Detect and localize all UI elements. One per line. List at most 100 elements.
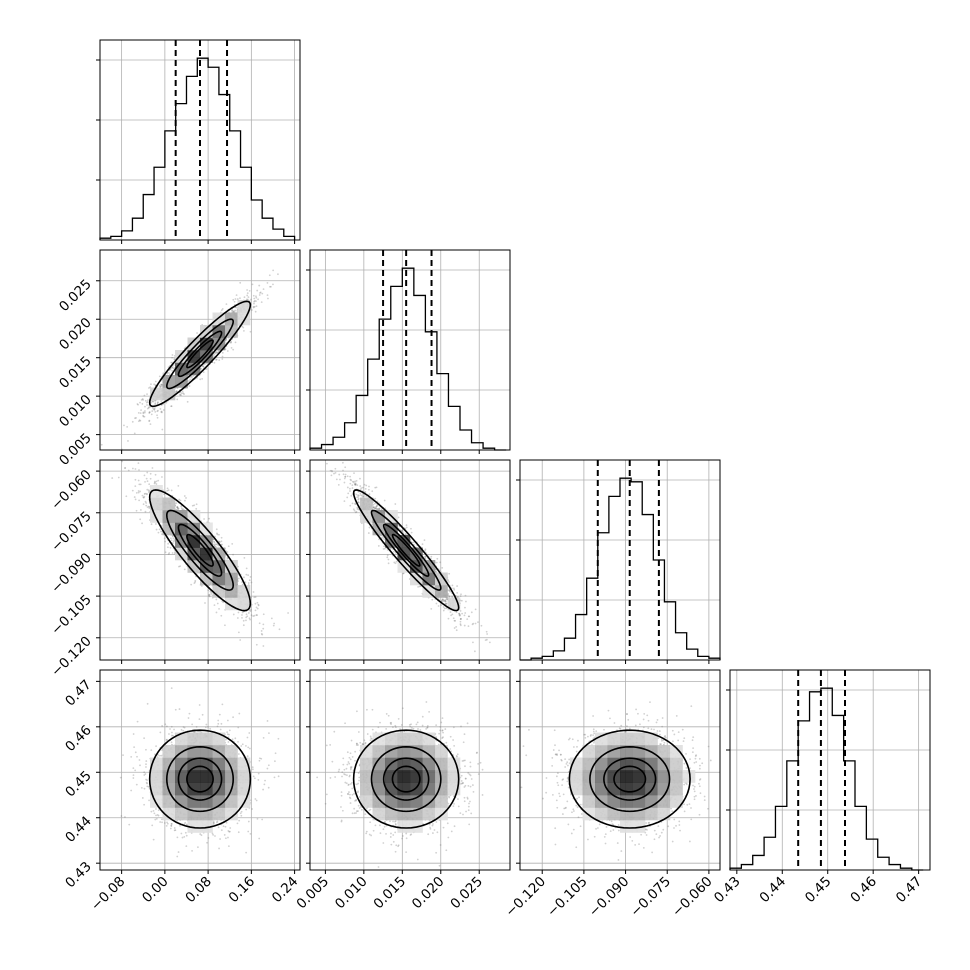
plot-area <box>111 460 289 647</box>
scatter-point <box>237 741 239 743</box>
scatter-point <box>678 824 681 826</box>
scatter-point <box>231 309 233 312</box>
axes-frame <box>519 459 721 661</box>
scatter-point <box>178 565 180 568</box>
scatter-point <box>215 821 218 824</box>
scatter-point <box>358 494 360 497</box>
scatter-point <box>219 728 222 731</box>
scatter-point <box>670 807 673 810</box>
scatter-point <box>375 505 378 508</box>
scatter-point <box>338 473 341 476</box>
scatter-point <box>247 612 250 614</box>
scatter-point <box>651 851 654 854</box>
scatter-point <box>212 823 215 826</box>
scatter-point <box>545 791 548 794</box>
density-cell <box>200 770 213 783</box>
scatter-point <box>241 325 244 328</box>
scatter-point <box>251 768 254 771</box>
scatter-point <box>260 301 263 304</box>
scatter-point <box>139 518 142 521</box>
scatter-point <box>474 608 477 611</box>
density-cell <box>225 745 238 758</box>
scatter-point <box>349 490 351 492</box>
density-cell <box>175 770 188 783</box>
scatter-point <box>227 545 230 548</box>
scatter-point <box>694 757 697 760</box>
scatter-point <box>143 771 146 774</box>
scatter-point <box>593 741 595 744</box>
scatter-point <box>124 466 127 469</box>
scatter-point <box>213 544 216 547</box>
scatter-point <box>158 384 161 387</box>
density-cell <box>237 597 251 611</box>
scatter-point <box>350 479 353 482</box>
scatter-point <box>143 803 146 806</box>
scatter-point <box>148 411 151 414</box>
scatter-point <box>361 486 364 489</box>
scatter-point <box>383 538 386 541</box>
scatter-point <box>153 383 156 386</box>
scatter-point <box>233 300 236 303</box>
scatter-point <box>442 606 445 608</box>
scatter-point <box>389 836 392 838</box>
scatter-point <box>181 836 184 839</box>
scatter-point <box>448 589 451 592</box>
histogram-panel: 0.43 0.44 0.45 0.46 0.47 <box>711 669 931 906</box>
scatter-point <box>374 824 377 827</box>
scatter-point <box>355 742 358 745</box>
scatter-point <box>660 831 663 834</box>
scatter-point <box>689 767 691 770</box>
scatter-point <box>464 606 466 609</box>
scatter-point <box>685 752 687 755</box>
scatter-point <box>245 573 248 576</box>
scatter-point <box>460 774 463 777</box>
scatter-point <box>653 728 655 731</box>
scatter-point <box>175 390 178 392</box>
scatter-point <box>256 614 258 617</box>
scatter-point <box>346 486 349 489</box>
scatter-point <box>134 478 137 481</box>
scatter-point <box>593 732 596 735</box>
scatter-point <box>400 724 403 726</box>
scatter-point <box>180 505 183 508</box>
scatter-point <box>727 786 729 788</box>
density-cell <box>620 732 633 746</box>
contour-line <box>148 300 252 408</box>
scatter-point <box>576 797 579 800</box>
scatter-point <box>595 827 597 830</box>
scatter-point <box>218 713 221 716</box>
scatter-point <box>360 808 363 811</box>
density-cell <box>595 757 608 771</box>
scatter-point <box>215 598 218 601</box>
scatter-point <box>149 477 152 480</box>
scatter-point <box>231 542 234 545</box>
scatter-point <box>353 792 355 795</box>
density-cell <box>410 782 423 796</box>
scatter-point <box>471 623 474 626</box>
scatter-point <box>445 741 448 744</box>
x-tick-label: −0.075 <box>627 874 674 921</box>
scatter-point <box>465 810 467 813</box>
scatter-point <box>435 724 438 727</box>
scatter-point <box>348 783 350 786</box>
scatter-point <box>346 475 349 478</box>
scatter-point <box>451 613 454 616</box>
scatter-point <box>643 713 646 715</box>
scatter-point <box>655 833 658 836</box>
scatter-point <box>168 733 170 735</box>
scatter-point <box>560 758 563 761</box>
scatter-point <box>525 754 528 757</box>
scatter-point <box>459 623 462 625</box>
y-tick-label: 0.47 <box>62 677 95 710</box>
scatter-point <box>235 306 238 309</box>
scatter-point <box>421 724 424 727</box>
scatter-point <box>142 415 145 418</box>
scatter-point <box>173 728 175 731</box>
scatter-point <box>662 739 665 742</box>
scatter-point <box>383 545 385 548</box>
scatter-point <box>463 624 466 627</box>
scatter-point <box>363 483 366 486</box>
scatter-point <box>364 813 367 816</box>
scatter-point <box>663 741 666 744</box>
